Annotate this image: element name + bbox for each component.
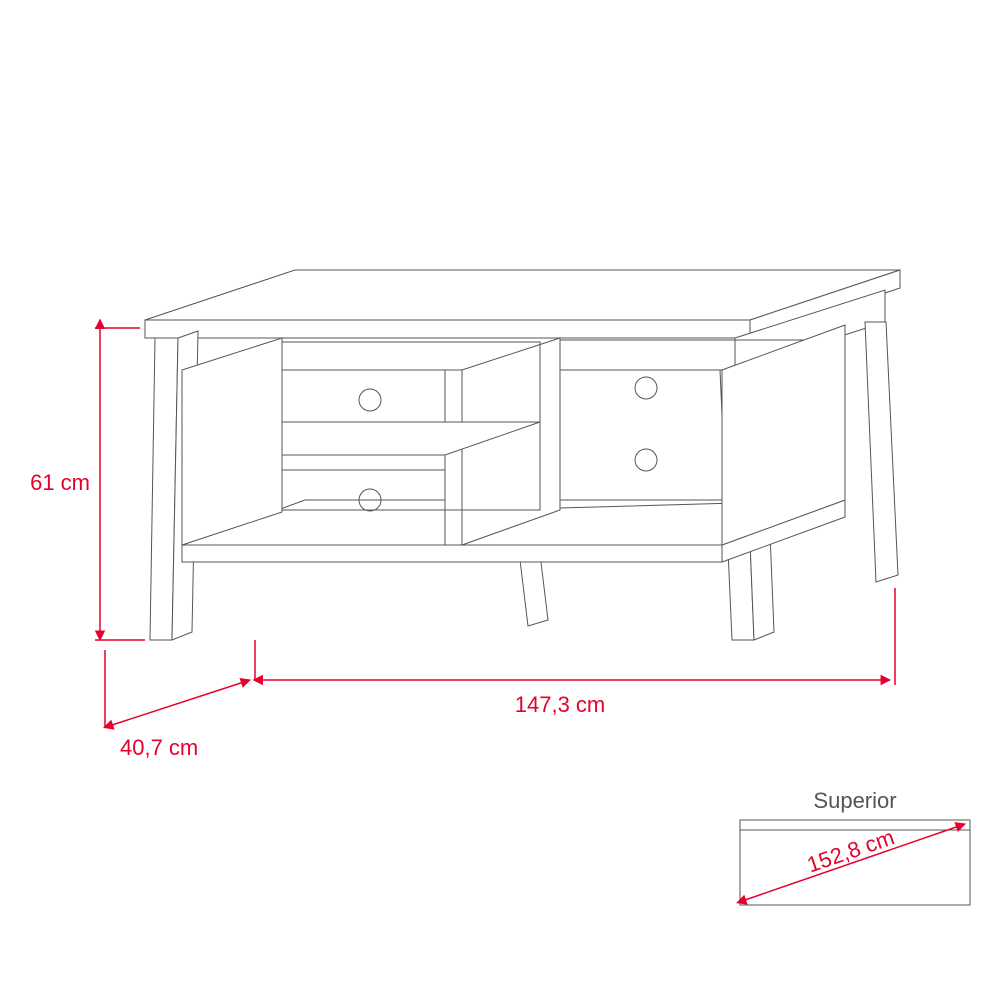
furniture-dimension-diagram: 61 cm 40,7 cm 147,3 cm Superior 152,8 cm: [0, 0, 1000, 1000]
dim-depth-label: 40,7 cm: [120, 735, 198, 760]
dim-height-label: 61 cm: [30, 470, 90, 495]
dim-width-label: 147,3 cm: [515, 692, 606, 717]
cable-hole-icon: [635, 449, 657, 471]
top-view-panel: Superior 152,8 cm: [740, 788, 970, 905]
dim-diagonal-label: 152,8 cm: [804, 824, 898, 877]
cable-hole-icon: [359, 389, 381, 411]
tv-stand-isometric: [145, 270, 900, 640]
top-view-title: Superior: [813, 788, 896, 813]
cable-hole-icon: [635, 377, 657, 399]
